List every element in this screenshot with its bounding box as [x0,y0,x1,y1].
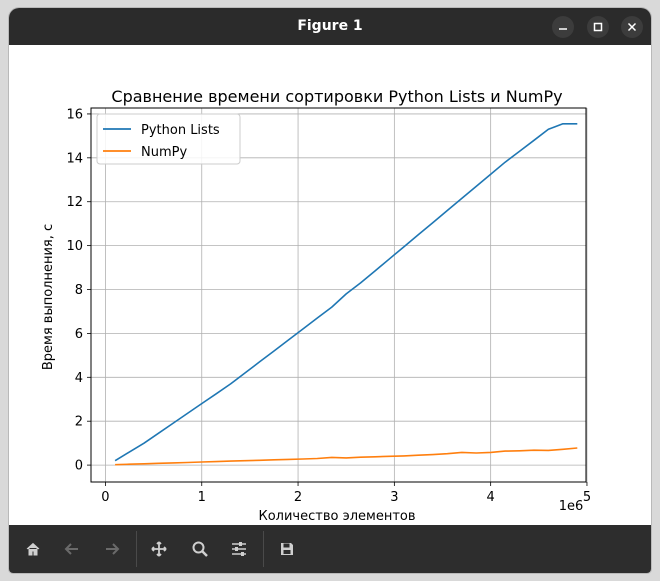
minimize-button[interactable] [552,16,574,38]
forward-button[interactable] [98,535,126,563]
zoom-button[interactable] [186,535,214,563]
axes-frame [90,107,587,483]
x-tick-label: 0 [101,490,109,505]
x-tick-label: 2 [294,490,302,505]
series-line-python-lists [114,123,578,462]
plot-canvas: Сравнение времени сортировки Python List… [9,45,651,525]
window-title: Figure 1 [297,18,363,34]
home-button[interactable] [19,535,47,563]
save-icon [281,543,293,555]
title-bar: Figure 1 [9,8,651,45]
toolbar-separator [136,531,137,567]
y-tick-label: 12 [66,195,83,210]
back-button[interactable] [58,535,86,563]
x-tick-label: 5 [583,490,591,505]
series-lines [114,123,578,466]
x-tick-label: 3 [390,490,398,505]
legend-label: Python Lists [141,123,220,138]
toolbar [9,525,651,573]
chart-svg: Сравнение времени сортировки Python List… [41,87,591,524]
x-tick-label: 4 [487,490,495,505]
legend: Python Lists NumPy [96,113,241,165]
x-offset-label: 1e6 [559,499,584,514]
pan-button[interactable] [145,535,173,563]
series-line-numpy [115,447,578,466]
zoom-icon [192,541,208,557]
figure-window: Figure 1 Сравнение времени сортировки Py… [9,8,651,573]
legend-box [96,113,241,165]
pan-icon [151,541,167,557]
configure-subplots-button[interactable] [225,535,253,563]
save-button[interactable] [273,535,301,563]
x-axis-label: Количество элементов [258,509,415,524]
y-tick-label: 6 [75,327,83,342]
grid [91,108,588,482]
y-tick-label: 14 [66,151,83,166]
back-icon [64,543,78,555]
forward-icon [106,543,120,555]
close-button[interactable] [621,16,643,38]
minimize-icon [559,28,567,30]
x-tick-label: 1 [198,490,206,505]
chart-title: Сравнение времени сортировки Python List… [111,87,562,106]
y-tick-label: 4 [75,371,83,386]
y-tick-label: 10 [66,239,83,254]
maximize-button[interactable] [587,16,609,38]
maximize-icon [593,22,603,32]
y-axis-label: Время выполнения, с [41,224,56,370]
home-icon [26,542,40,556]
y-tick-label: 2 [75,415,83,430]
configure-subplots-icon [232,542,246,556]
legend-label: NumPy [141,145,187,160]
toolbar-separator [263,531,264,567]
y-tick-label: 16 [66,107,83,122]
y-tick-label: 8 [75,283,83,298]
close-icon [627,22,637,32]
y-tick-label: 0 [75,459,83,474]
